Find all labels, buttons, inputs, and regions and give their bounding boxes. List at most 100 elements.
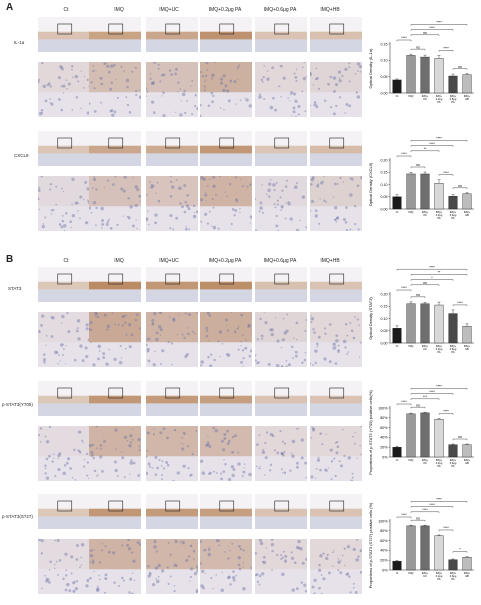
significance-bracket — [410, 140, 468, 142]
bar — [462, 326, 472, 344]
y-tick-label: 40% — [380, 549, 388, 553]
significance-bracket — [410, 296, 426, 299]
y-tick-label: 80% — [380, 529, 388, 533]
micrograph-detail — [310, 176, 362, 231]
significance-bracket — [410, 506, 454, 508]
micrograph-detail — [310, 426, 362, 481]
micrograph-detail — [200, 62, 252, 117]
micrograph-detail — [89, 176, 141, 231]
significance-bracket — [452, 187, 468, 190]
bar — [434, 183, 444, 210]
bar — [448, 559, 458, 571]
micrograph-overview — [255, 494, 307, 529]
row-label-il1a: IL-1α — [14, 40, 25, 45]
micrograph-detail — [146, 312, 198, 367]
significance-bracket — [410, 29, 454, 31]
bar — [448, 313, 458, 344]
micrograph-detail — [89, 312, 141, 367]
significance-label: **** — [429, 142, 435, 146]
micrograph-overview — [200, 267, 252, 302]
bar — [462, 444, 472, 458]
chart-il1a: Optical Density (IL-1α) 0.00 0.05 0.10 0.15 C… — [364, 8, 478, 128]
x-tick-label: IMQ — [409, 210, 414, 214]
micrograph-overview — [255, 267, 307, 302]
significance-bracket — [410, 274, 468, 276]
significance-label: **** — [436, 498, 442, 502]
bar — [420, 173, 430, 210]
x-tick-label: IMQ+ HB — [464, 458, 471, 465]
bar — [448, 196, 458, 210]
y-tick-label: 20% — [380, 446, 388, 450]
x-tick-label: IMQ+ 0.6μg PA — [450, 571, 457, 581]
significance-bracket — [438, 413, 454, 415]
significance-label: **** — [401, 286, 407, 290]
micrograph-detail — [200, 426, 252, 481]
bar — [392, 560, 402, 571]
micrograph-overview — [146, 17, 198, 52]
micrograph-overview — [255, 381, 307, 416]
x-tick-label: IMQ+ UC — [422, 458, 429, 465]
bar — [434, 419, 444, 458]
bar — [434, 535, 444, 571]
bar — [462, 74, 472, 94]
bar — [448, 75, 458, 94]
significance-bracket — [452, 68, 468, 70]
micrograph-overview — [200, 17, 252, 52]
bar — [406, 173, 416, 210]
chart-cxcl9: Optical Density (CXCL9) 0.00 0.05 0.10 0.15 0… — [364, 124, 478, 244]
micrograph-overview — [89, 494, 141, 529]
bar — [434, 58, 444, 94]
bar — [420, 412, 430, 458]
y-tick-label: 100% — [378, 519, 388, 523]
y-tick-label: 0.20 — [381, 292, 388, 296]
micrograph-detail — [310, 312, 362, 367]
column-header-ct: Ct — [63, 7, 69, 13]
y-tick-label: 40% — [380, 436, 388, 440]
micrograph-overview — [255, 17, 307, 52]
x-tick-label: IMQ+ UC — [422, 344, 429, 351]
x-tick-label: IMQ+ HB — [464, 571, 471, 578]
significance-label: **** — [436, 385, 442, 389]
y-tick-label: 0.10 — [381, 317, 388, 321]
micrograph-detail — [200, 539, 252, 594]
column-header-imq: IMQ — [114, 7, 124, 13]
x-tick-label: IMQ — [409, 571, 414, 575]
significance-label: **** — [443, 171, 449, 175]
significance-label: **** — [401, 513, 407, 517]
y-tick-label: 60% — [380, 539, 388, 543]
x-tick-label: IMQ+ UC — [422, 210, 429, 217]
y-tick-label: 0.15 — [381, 171, 388, 175]
significance-bracket — [452, 304, 468, 307]
column-header-imq-uc: IMQ+UC — [159, 258, 179, 264]
significance-bracket — [410, 519, 426, 522]
micrograph-detail — [310, 539, 362, 594]
panel-letter-b: B — [6, 254, 14, 265]
y-tick-label: 0.10 — [381, 59, 388, 63]
column-header-imq-06pa: IMQ+0.6μg PA — [263, 7, 297, 13]
bar — [392, 446, 402, 458]
x-tick-label: Ct — [396, 210, 399, 214]
x-tick-label: IMQ+ 0.2μg PA — [436, 210, 443, 220]
micrograph-overview — [310, 494, 362, 529]
column-header-imq-uc: IMQ+UC — [159, 7, 179, 13]
column-header-imq-02pa: IMQ+0.2μg PA — [208, 7, 242, 13]
chart-ylabel: Optical Density (IL-1α) — [368, 48, 373, 89]
significance-label: * — [459, 548, 461, 552]
column-header-ct: Ct — [63, 258, 69, 264]
significance-bracket — [396, 289, 412, 292]
micrograph-overview — [89, 17, 141, 52]
micrograph-detail — [146, 539, 198, 594]
micrograph-detail — [200, 312, 252, 367]
significance-bracket — [410, 145, 454, 147]
y-tick-label: 0.15 — [381, 42, 388, 46]
micrograph-detail — [38, 312, 90, 367]
x-tick-label: Ct — [396, 344, 399, 348]
bar — [462, 193, 472, 210]
column-header-imq: IMQ — [114, 258, 124, 264]
x-tick-label: IMQ+ 0.6μg PA — [450, 344, 457, 354]
x-tick-label: Ct — [396, 458, 399, 462]
significance-label: **** — [443, 526, 449, 530]
micrograph-detail — [255, 312, 307, 367]
bar — [406, 413, 416, 458]
row-label-pstat3-s727: p-STAT3(S727) — [2, 514, 33, 519]
